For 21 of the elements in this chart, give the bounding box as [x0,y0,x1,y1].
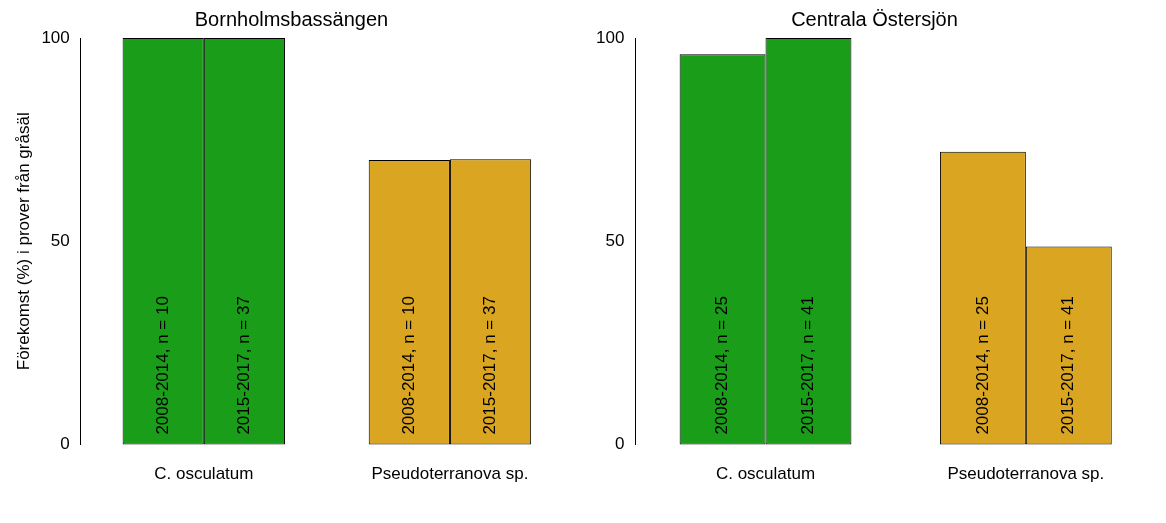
text: 2008-2014, n = 25 [972,296,992,435]
y-tick-label: 100 [41,27,70,47]
y-axis-title: Förekomst (%) i prover från gråsäl [13,112,33,371]
series-label: 2008-2014, n = 25 [712,296,732,435]
chart-title: Bornholmsbassängen [194,7,389,30]
series-label: 2008-2014, n = 10 [152,296,172,435]
y-tick-label: 100 [595,27,625,47]
y-tick-label: 0 [60,434,70,454]
series-label: 2015-2017, n = 41 [798,296,818,435]
text: 2015-2017, n = 41 [1058,296,1078,435]
series-label: 2015-2017, n = 37 [234,296,254,435]
x-tick-label: Pseudoterranova sp. [371,464,529,484]
y-tick-label: 50 [50,230,70,250]
text: 2008-2014, n = 10 [399,296,419,435]
x-tick-label: Pseudoterranova sp. [947,464,1105,484]
text: 2015-2017, n = 37 [480,296,500,435]
y-tick-label: 0 [614,434,625,454]
x-tick-label: C. osculatum [715,464,816,484]
chart-title: Centrala Östersjön [791,7,958,30]
y-tick-label: 50 [605,230,625,250]
x-tick-label: C. osculatum [154,464,254,484]
